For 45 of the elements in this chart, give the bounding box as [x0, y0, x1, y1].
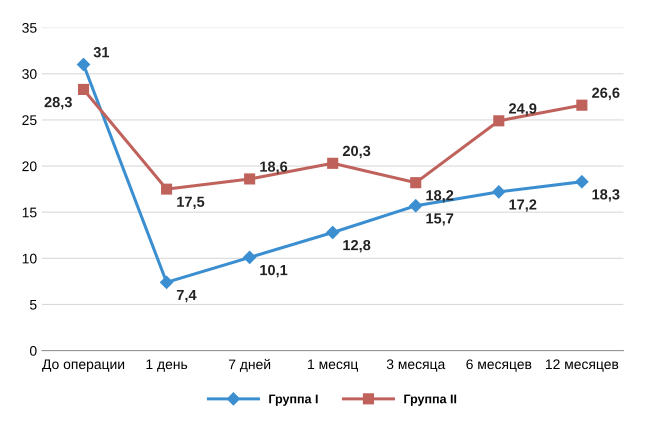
data-label: 12,8 [343, 240, 370, 252]
point [161, 184, 172, 195]
x-tick-label: 12 месяцев [546, 359, 618, 372]
point [409, 199, 422, 212]
y-tick-label: 5 [30, 300, 37, 310]
point [576, 100, 588, 111]
x-tick-label: До операции [42, 359, 124, 372]
point [76, 58, 90, 72]
data-label: 17,2 [509, 199, 536, 212]
point [78, 84, 90, 96]
y-tick-label: 15 [22, 208, 37, 218]
x-tick-label: 6 месяцев [466, 359, 532, 372]
data-label: 31 [94, 47, 110, 58]
point [160, 276, 174, 289]
x-tick-label: 7 дней [228, 358, 270, 372]
y-tick-label: 25 [22, 115, 37, 126]
data-label: 24,9 [509, 103, 536, 116]
y-tick-label: 0 [30, 346, 37, 356]
y-tick-label: 20 [22, 161, 37, 172]
legend-label: Группа II [404, 394, 456, 406]
point [244, 173, 256, 185]
point [410, 177, 422, 188]
point [492, 185, 506, 198]
y-tick-label: 35 [22, 22, 37, 33]
x-tick-label: 1 день [146, 359, 188, 372]
legend-label: Группа I [269, 394, 318, 406]
data-label: 20,3 [342, 146, 370, 158]
point [493, 115, 504, 126]
point [327, 158, 338, 169]
y-tick-label: 30 [22, 69, 37, 79]
data-label: 10,1 [260, 264, 288, 278]
data-label: 7,4 [176, 290, 196, 302]
point [326, 226, 340, 240]
data-label: 28,3 [44, 96, 72, 110]
data-label: 26,6 [592, 88, 620, 100]
point [575, 175, 588, 188]
data-label: 15,7 [426, 213, 454, 226]
data-label: 17,5 [177, 196, 204, 210]
data-label: 18,2 [426, 190, 454, 203]
x-tick-label: 1 месяц [308, 359, 358, 372]
y-tick-label: 10 [22, 254, 37, 264]
x-tick-label: 3 месяца [386, 359, 446, 372]
data-label: 18,6 [260, 161, 288, 174]
point [243, 250, 256, 264]
data-label: 18,3 [592, 189, 620, 202]
